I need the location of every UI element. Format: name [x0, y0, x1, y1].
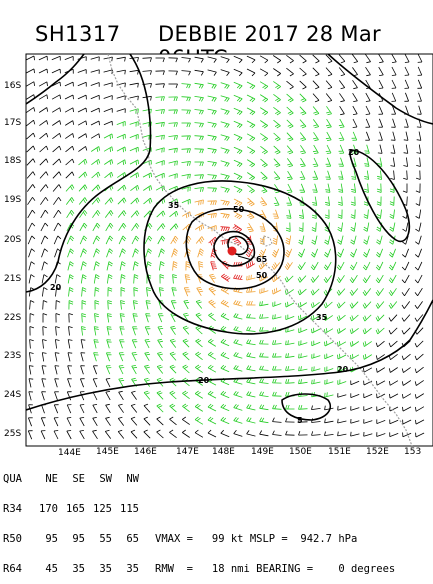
contour-label: 50 [256, 271, 268, 280]
rmw-bearing-readout: RMW = 18 nmi BEARING = 0 degrees [155, 564, 395, 574]
table-cell: 35 [112, 564, 139, 574]
lat-label: 19S [4, 195, 21, 205]
lat-label: 25S [4, 429, 21, 439]
contour-label: 50 [233, 205, 245, 214]
column-header: NW [112, 474, 139, 484]
row-label: R50 [3, 534, 31, 544]
contour-label: 20 [198, 376, 210, 385]
table-row: R64 45 35 35 35 RMW = 18 nmi BEARING = 0… [3, 564, 395, 574]
table-cell: 95 [31, 534, 58, 544]
row-label: R34 [3, 504, 31, 514]
table-cell: 65 [112, 534, 139, 544]
contour-label: 35 [168, 201, 180, 210]
table-cell: 165 [58, 504, 85, 514]
table-cell: 55 [85, 534, 112, 544]
lat-label: 21S [4, 274, 21, 284]
lat-label: 20S [4, 235, 21, 245]
lat-label: 18S [4, 156, 21, 166]
table-row: R34 170 165 125 115 [3, 504, 395, 514]
lat-label: 22S [4, 313, 21, 323]
table-cell: 115 [112, 504, 139, 514]
contour-label: 65 [256, 255, 268, 264]
vmax-mslp-readout: VMAX = 99 kt MSLP = 942.7 hPa [155, 534, 357, 544]
row-label: R64 [3, 564, 31, 574]
table-cell: 45 [31, 564, 58, 574]
table-header-row: QUA NE SE SW NW [3, 474, 395, 484]
column-header: SE [58, 474, 85, 484]
wind-field-map: 20 20 20 20 35 35 50 50 65 5 16S 17S 18S… [0, 0, 433, 500]
table-cell: 35 [85, 564, 112, 574]
contour-label: 20 [348, 148, 360, 157]
table-cell: 95 [58, 534, 85, 544]
contour-label: 35 [316, 313, 328, 322]
contour-label: 20 [337, 365, 349, 374]
table-cell: 170 [31, 504, 58, 514]
lon-label: 153 [404, 447, 421, 457]
lat-label: 24S [4, 390, 21, 400]
contour-label: 5 [297, 416, 303, 425]
table-cell: 125 [85, 504, 112, 514]
contour-label: 20 [50, 283, 62, 292]
table-cell: 35 [58, 564, 85, 574]
column-header: QUA [3, 474, 31, 484]
wind-radii-table: QUA NE SE SW NW R34 170 165 125 115 R50 … [3, 454, 395, 584]
lat-label: 17S [4, 118, 21, 128]
storm-center-marker [228, 247, 237, 256]
column-header: NE [31, 474, 58, 484]
lat-label: 23S [4, 351, 21, 361]
column-header: SW [85, 474, 112, 484]
lat-label: 16S [4, 81, 21, 91]
table-row: R50 95 95 55 65 VMAX = 99 kt MSLP = 942.… [3, 534, 395, 544]
